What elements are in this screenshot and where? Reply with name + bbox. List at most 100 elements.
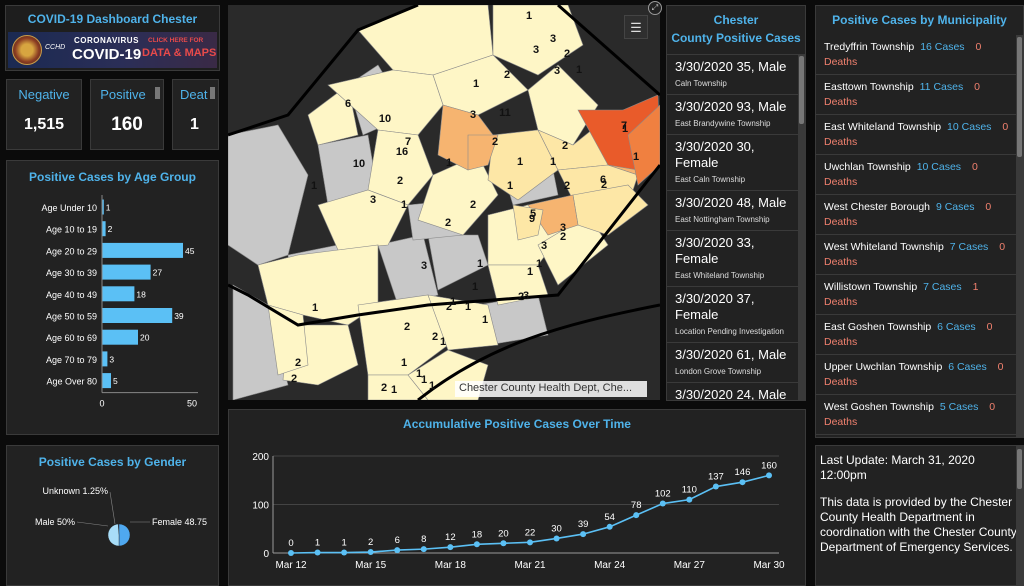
case-list-item[interactable]: 3/30/2020 61, Male London Grove Township (667, 343, 800, 383)
case-list-item[interactable]: 3/30/2020 93, Male East Brandywine Townsh… (667, 95, 800, 135)
timeline-point (341, 549, 348, 556)
gender-chart-panel: Positive Cases by Gender Unknown 1.25% Ma… (6, 445, 219, 586)
timeline-data-label: 102 (655, 489, 671, 500)
feed-scroll-thumb[interactable] (799, 56, 804, 124)
map-case-label: 1 (472, 281, 478, 293)
timeline-point (314, 549, 321, 556)
map-case-label: 1 (421, 374, 427, 386)
municipality-region (228, 124, 309, 266)
update-scrollbar[interactable] (1016, 446, 1023, 585)
gender-leader-line (76, 521, 109, 527)
case-list-item[interactable]: 3/30/2020 30, Female East Caln Township (667, 135, 800, 191)
municipality-item[interactable]: Upper Uwchlan Township 6 Cases 0 Deaths (816, 355, 1019, 395)
municipality-name: East Whiteland Township (824, 121, 942, 133)
case-list-item[interactable]: 3/30/2020 33, Female East Whiteland Towns… (667, 231, 800, 287)
layer-list-button[interactable]: ☰ (624, 15, 648, 39)
municipality-cases: 16 Cases (920, 41, 965, 53)
map-case-label: 1 (517, 156, 523, 168)
timeline-point (580, 531, 587, 538)
municipality-deaths: 0 Deaths (824, 201, 992, 228)
timeline-x-tick: Mar 15 (355, 560, 387, 571)
municipality-scrollbar[interactable] (1016, 35, 1023, 437)
map-case-label: 1 (450, 296, 456, 308)
case-list-item[interactable]: 3/30/2020 35, Male Caln Township (667, 55, 800, 95)
scroll-handle[interactable] (210, 87, 215, 99)
timeline-x-tick: Mar 27 (674, 560, 706, 571)
map-case-label: 1 (311, 180, 317, 192)
case-list-item[interactable]: 3/30/2020 24, Male (667, 383, 800, 400)
municipality-item[interactable]: West Chester Borough 9 Cases 0 Deaths (816, 195, 1019, 235)
timeline-data-label: 54 (604, 512, 615, 523)
municipality-deaths: 0 Deaths (824, 321, 993, 348)
municipality-name: Willistown Township (824, 281, 918, 293)
feed-scrollbar[interactable] (798, 54, 805, 400)
municipality-deaths: 0 Deaths (824, 81, 980, 108)
gender-slice-label: Unknown 1.25% (42, 486, 108, 496)
age-x-tick: 0 (99, 399, 104, 409)
data-maps-banner[interactable]: CCHD CORONAVIRUS COVID-19 CLICK HERE FOR… (8, 32, 217, 68)
municipality-region (627, 104, 660, 186)
timeline-point (500, 540, 507, 547)
municipality-deaths: 0 Deaths (824, 401, 996, 428)
expand-icon[interactable]: ⤢ (648, 1, 662, 15)
map-case-label: 1 (550, 156, 556, 168)
feed-list[interactable]: 3/30/2020 35, Male Caln Township 3/30/2020… (667, 54, 800, 400)
municipality-item[interactable]: Tredyffrin Township 16 Cases 0 Deaths (816, 35, 1019, 75)
deaths-label: Deat (180, 87, 208, 102)
timeline-y-tick: 100 (252, 501, 269, 512)
case-list-item[interactable]: 3/30/2020 37, Female Location Pending Inv… (667, 287, 800, 343)
case-list-item[interactable]: 3/30/2020 48, Male East Nottingham Townsh… (667, 191, 800, 231)
map-panel[interactable]: 1 3 3 2 1 3 2 1 6 10 7 10 16 1 11 3 2 2 1 1 2 1 6 7 1 1 2 2 9 5 3 3 1 1 3 2… (228, 5, 660, 400)
municipality-name: Upper Uwchlan Township (824, 361, 943, 373)
municipality-item[interactable]: East Goshen Township 6 Cases 0 Deaths (816, 315, 1019, 355)
timeline-point (659, 500, 666, 507)
timeline-point (473, 541, 480, 548)
county-border (228, 5, 419, 137)
feed-title-line1: Chester (713, 13, 759, 27)
timeline-point (394, 547, 401, 554)
map-case-label: 2 (560, 231, 566, 243)
municipality-region (317, 189, 409, 251)
municipality-item[interactable]: East Whiteland Township 10 Cases 0 Death… (816, 115, 1019, 155)
dashboard-title: COVID-19 Dashboard Chester (27, 12, 198, 26)
map-case-label: 5 (530, 208, 536, 220)
map-case-label: 2 (381, 382, 387, 394)
age-tick-label: Age 20 to 29 (46, 246, 97, 256)
municipality-item[interactable]: Birmingham Township 3 Cases 0 Deaths (816, 435, 1019, 437)
municipality-item[interactable]: Uwchlan Township 10 Cases 0 Deaths (816, 155, 1019, 195)
age-chart-title: Positive Cases by Age Group (29, 170, 196, 184)
gender-slice (118, 523, 131, 547)
map-case-label: 2 (295, 357, 301, 369)
municipality-name: Easttown Township (824, 81, 914, 93)
case-date-age-sex: 3/30/2020 33, Female (675, 235, 755, 266)
last-update: Last Update: March 31, 2020 12:00pm (820, 453, 975, 482)
update-scroll-thumb[interactable] (1017, 449, 1022, 489)
cchd-logo: CCHD (45, 44, 66, 51)
age-data-label: 3 (109, 354, 114, 364)
timeline-point (633, 512, 640, 519)
municipality-cases: 5 Cases (939, 401, 979, 413)
map-case-label: 1 (446, 157, 452, 169)
municipality-item[interactable]: Easttown Township 11 Cases 0 Deaths (816, 75, 1019, 115)
age-data-label: 39 (174, 311, 184, 321)
feed-title-line2: County Positive Cases (671, 31, 801, 45)
municipality-deaths: 1 Deaths (824, 281, 979, 308)
municipality-list[interactable]: Tredyffrin Township 16 Cases 0 Deaths Ea… (816, 35, 1019, 437)
municipality-item[interactable]: West Whiteland Township 7 Cases 0 Deaths (816, 235, 1019, 275)
municipality-item[interactable]: Willistown Township 7 Cases 1 Deaths (816, 275, 1019, 315)
timeline-data-label: 20 (498, 528, 509, 539)
age-bar (102, 242, 183, 258)
state-border (417, 303, 660, 400)
age-bar-chart: Age Under 10 1 Age 10 to 19 2 Age 20 to 29 45… (41, 195, 198, 409)
timeline-point (447, 544, 454, 551)
map-case-label: 1 (465, 301, 471, 313)
municipality-scroll-thumb[interactable] (1017, 37, 1022, 157)
municipality-region (467, 134, 499, 171)
negative-label: Negative (18, 87, 70, 102)
municipality-cases: 10 Cases (916, 161, 962, 173)
timeline-data-label: 39 (578, 519, 589, 530)
municipality-item[interactable]: West Goshen Township 5 Cases 0 Deaths (816, 395, 1019, 435)
deaths-value: 1 (190, 116, 199, 133)
scroll-handle[interactable] (155, 87, 160, 99)
